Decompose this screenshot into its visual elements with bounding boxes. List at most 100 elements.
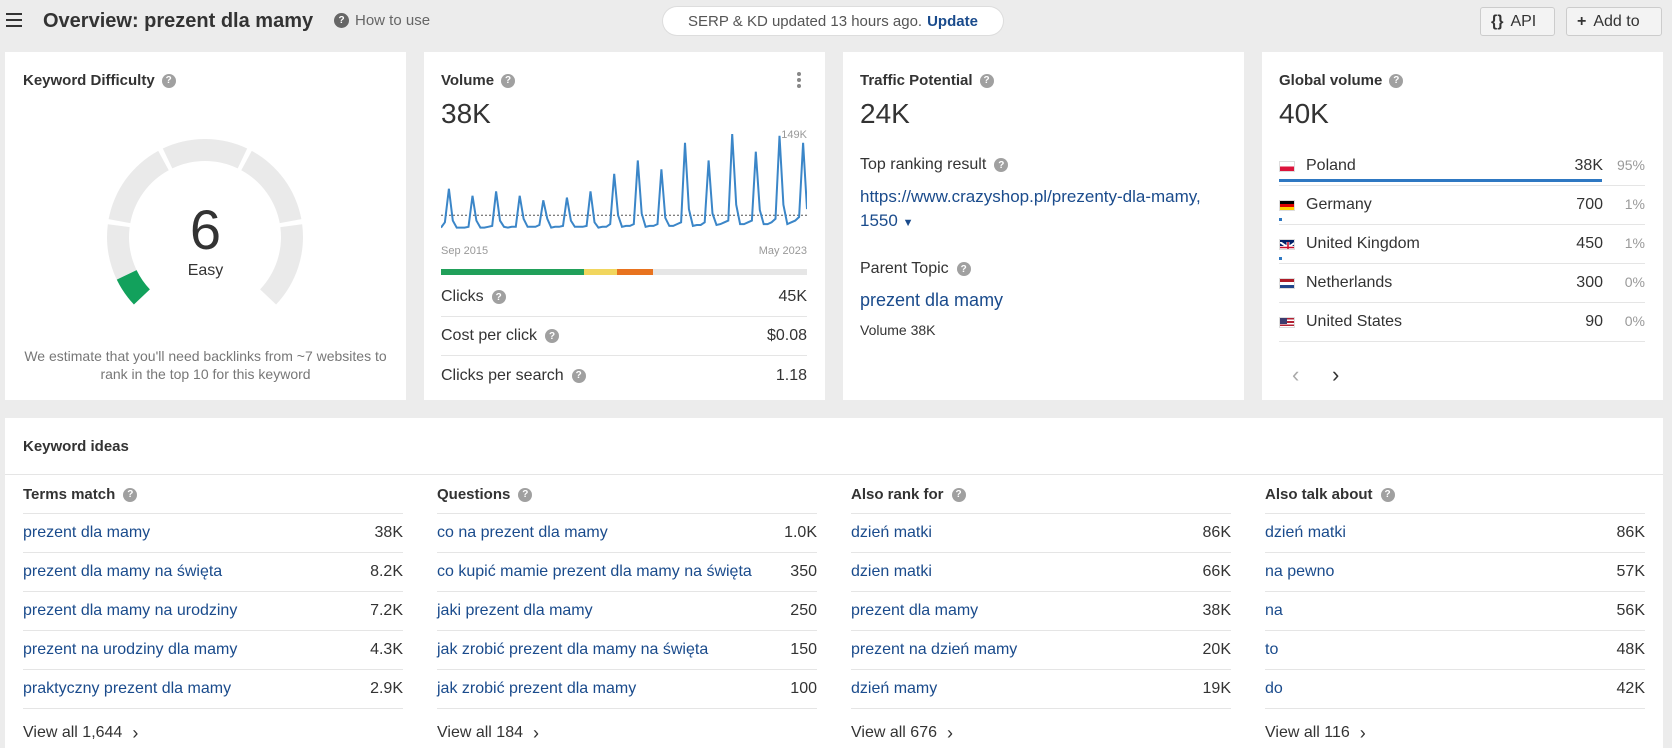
country-row-netherlands[interactable]: Netherlands 300 0%: [1279, 264, 1645, 303]
keyword-link[interactable]: jak zrobić prezent dla mamy na święta: [437, 641, 709, 658]
keyword-link[interactable]: na pewno: [1265, 563, 1335, 580]
netherlands-flag-icon: [1279, 278, 1295, 289]
keyword-volume: 66K: [1202, 563, 1231, 580]
top-bar: Overview: prezent dla mamy ? How to use …: [0, 0, 1672, 42]
api-button[interactable]: {} API: [1480, 7, 1555, 36]
next-page-icon[interactable]: ›: [1332, 362, 1340, 387]
keyword-link[interactable]: dzień matki: [851, 524, 932, 541]
chevron-right-icon: ›: [132, 722, 139, 743]
keyword-volume: 56K: [1616, 602, 1645, 619]
keyword-volume: 8.2K: [370, 563, 403, 580]
country-row-us[interactable]: United States 90 0%: [1279, 303, 1645, 342]
kd-gauge: [107, 139, 303, 305]
divider: [5, 474, 1663, 475]
help-icon[interactable]: ?: [979, 73, 994, 88]
help-icon[interactable]: ?: [994, 158, 1009, 172]
parent-topic-link[interactable]: prezent dla mamy: [860, 290, 1004, 310]
view-all-link[interactable]: View all 116 ›: [1265, 709, 1645, 748]
country-percent: 95%: [1616, 157, 1645, 173]
column-header: Questions?: [437, 476, 817, 514]
more-options-icon[interactable]: [797, 72, 801, 90]
list-item: jaki prezent dla mamy 250: [437, 592, 817, 631]
view-all-link[interactable]: View all 676 ›: [851, 709, 1231, 748]
keyword-link[interactable]: prezent dla mamy: [23, 524, 151, 541]
country-row-poland[interactable]: Poland 38K 95%: [1279, 147, 1645, 186]
country-row-germany[interactable]: Germany 700 1%: [1279, 186, 1645, 225]
keyword-link[interactable]: dzień mamy: [851, 680, 938, 697]
keyword-link[interactable]: na: [1265, 602, 1283, 619]
keyword-link[interactable]: dzien matki: [851, 563, 932, 580]
keyword-link[interactable]: dzień matki: [1265, 524, 1346, 541]
country-name: United Kingdom: [1306, 235, 1420, 252]
keyword-volume: 19K: [1202, 680, 1231, 697]
country-percent: 0%: [1624, 313, 1645, 329]
add-to-label: Add to: [1593, 12, 1640, 30]
update-link[interactable]: Update: [927, 12, 978, 30]
column-header: Also rank for?: [851, 476, 1231, 514]
country-percent: 0%: [1624, 274, 1645, 290]
keyword-volume: 48K: [1616, 641, 1645, 658]
keyword-link[interactable]: co kupić mamie prezent dla mamy na święt…: [437, 563, 752, 580]
country-percent: 1%: [1624, 196, 1645, 212]
volume-card: Volume ? 38K 149K Sep 2015 May 2023 Clic…: [424, 52, 825, 400]
help-icon[interactable]: ?: [161, 73, 176, 88]
keyword-link[interactable]: prezent dla mamy na święta: [23, 563, 223, 580]
caret-down-icon[interactable]: ▼: [902, 217, 914, 229]
add-to-button[interactable]: + Add to: [1566, 7, 1662, 36]
view-all-link[interactable]: View all 1,644 ›: [23, 709, 403, 748]
keyword-volume: 350: [790, 563, 817, 580]
help-icon[interactable]: ?: [1380, 487, 1395, 502]
cpc-row: Cost per click? $0.08: [441, 317, 807, 356]
us-flag-icon: [1279, 317, 1295, 328]
keyword-volume: 86K: [1202, 524, 1231, 541]
top-result-url-text: https://www.crazyshop.pl/prezenty-dla-ma…: [860, 187, 1201, 206]
list-item: to 48K: [1265, 631, 1645, 670]
keyword-link[interactable]: praktyczny prezent dla mamy: [23, 680, 232, 697]
global-volume-card: Global volume ? 40K Poland 38K 95% Germa…: [1262, 52, 1663, 400]
keyword-ideas-panel: Keyword ideas Terms match? prezent dla m…: [5, 418, 1663, 748]
keyword-link[interactable]: prezent na urodziny dla mamy: [23, 641, 238, 658]
keyword-link[interactable]: jaki prezent dla mamy: [437, 602, 593, 619]
country-row-uk[interactable]: United Kingdom 450 1%: [1279, 225, 1645, 264]
gauge-segment: [260, 224, 303, 305]
country-share-bar: [1279, 218, 1283, 221]
keyword-link[interactable]: jak zrobić prezent dla mamy: [437, 680, 637, 697]
help-icon[interactable]: ?: [571, 368, 586, 383]
uk-flag-icon: [1279, 239, 1295, 250]
keyword-link[interactable]: prezent dla mamy: [851, 602, 979, 619]
list-item: dzień matki 86K: [1265, 514, 1645, 553]
view-all-link[interactable]: View all 184 ›: [437, 709, 817, 748]
help-icon[interactable]: ?: [501, 73, 516, 88]
country-share-bar: [1279, 257, 1283, 260]
help-icon[interactable]: ?: [956, 262, 971, 276]
list-item: prezent na dzień mamy 20K: [851, 631, 1231, 670]
view-all-label: View all 116: [1265, 724, 1350, 741]
how-to-use-link[interactable]: ? How to use: [334, 12, 430, 29]
keyword-link[interactable]: to: [1265, 641, 1279, 658]
prev-page-icon[interactable]: ‹: [1292, 362, 1300, 387]
keyword-link[interactable]: prezent dla mamy na urodziny: [23, 602, 238, 619]
list-item: prezent dla mamy na święta 8.2K: [23, 553, 403, 592]
list-item: prezent dla mamy na urodziny 7.2K: [23, 592, 403, 631]
how-to-use-label: How to use: [355, 12, 431, 29]
keyword-link[interactable]: do: [1265, 680, 1283, 697]
trend-start-label: Sep 2015: [441, 245, 489, 257]
list-item: na pewno 57K: [1265, 553, 1645, 592]
keyword-volume: 1.0K: [784, 524, 817, 541]
help-icon[interactable]: ?: [518, 487, 533, 502]
keyword-difficulty-card: Keyword Difficulty ? 6 Easy We estimate …: [5, 52, 406, 400]
traffic-value: 24K: [860, 98, 910, 129]
top-result-url[interactable]: https://www.crazyshop.pl/prezenty-dla-ma…: [860, 185, 1230, 235]
clicks-label: Clicks: [441, 288, 484, 305]
page-title: Overview: prezent dla mamy: [43, 10, 314, 32]
menu-icon[interactable]: [6, 13, 22, 27]
keyword-link[interactable]: prezent na dzień mamy: [851, 641, 1018, 658]
help-icon[interactable]: ?: [951, 487, 966, 502]
help-icon[interactable]: ?: [1389, 73, 1404, 88]
help-icon[interactable]: ?: [545, 329, 560, 343]
keyword-link[interactable]: co na prezent dla mamy: [437, 524, 608, 541]
help-icon[interactable]: ?: [491, 290, 506, 304]
column-title: Also rank for: [851, 486, 944, 503]
list-item: dzień matki 86K: [851, 514, 1231, 553]
help-icon[interactable]: ?: [123, 487, 138, 502]
